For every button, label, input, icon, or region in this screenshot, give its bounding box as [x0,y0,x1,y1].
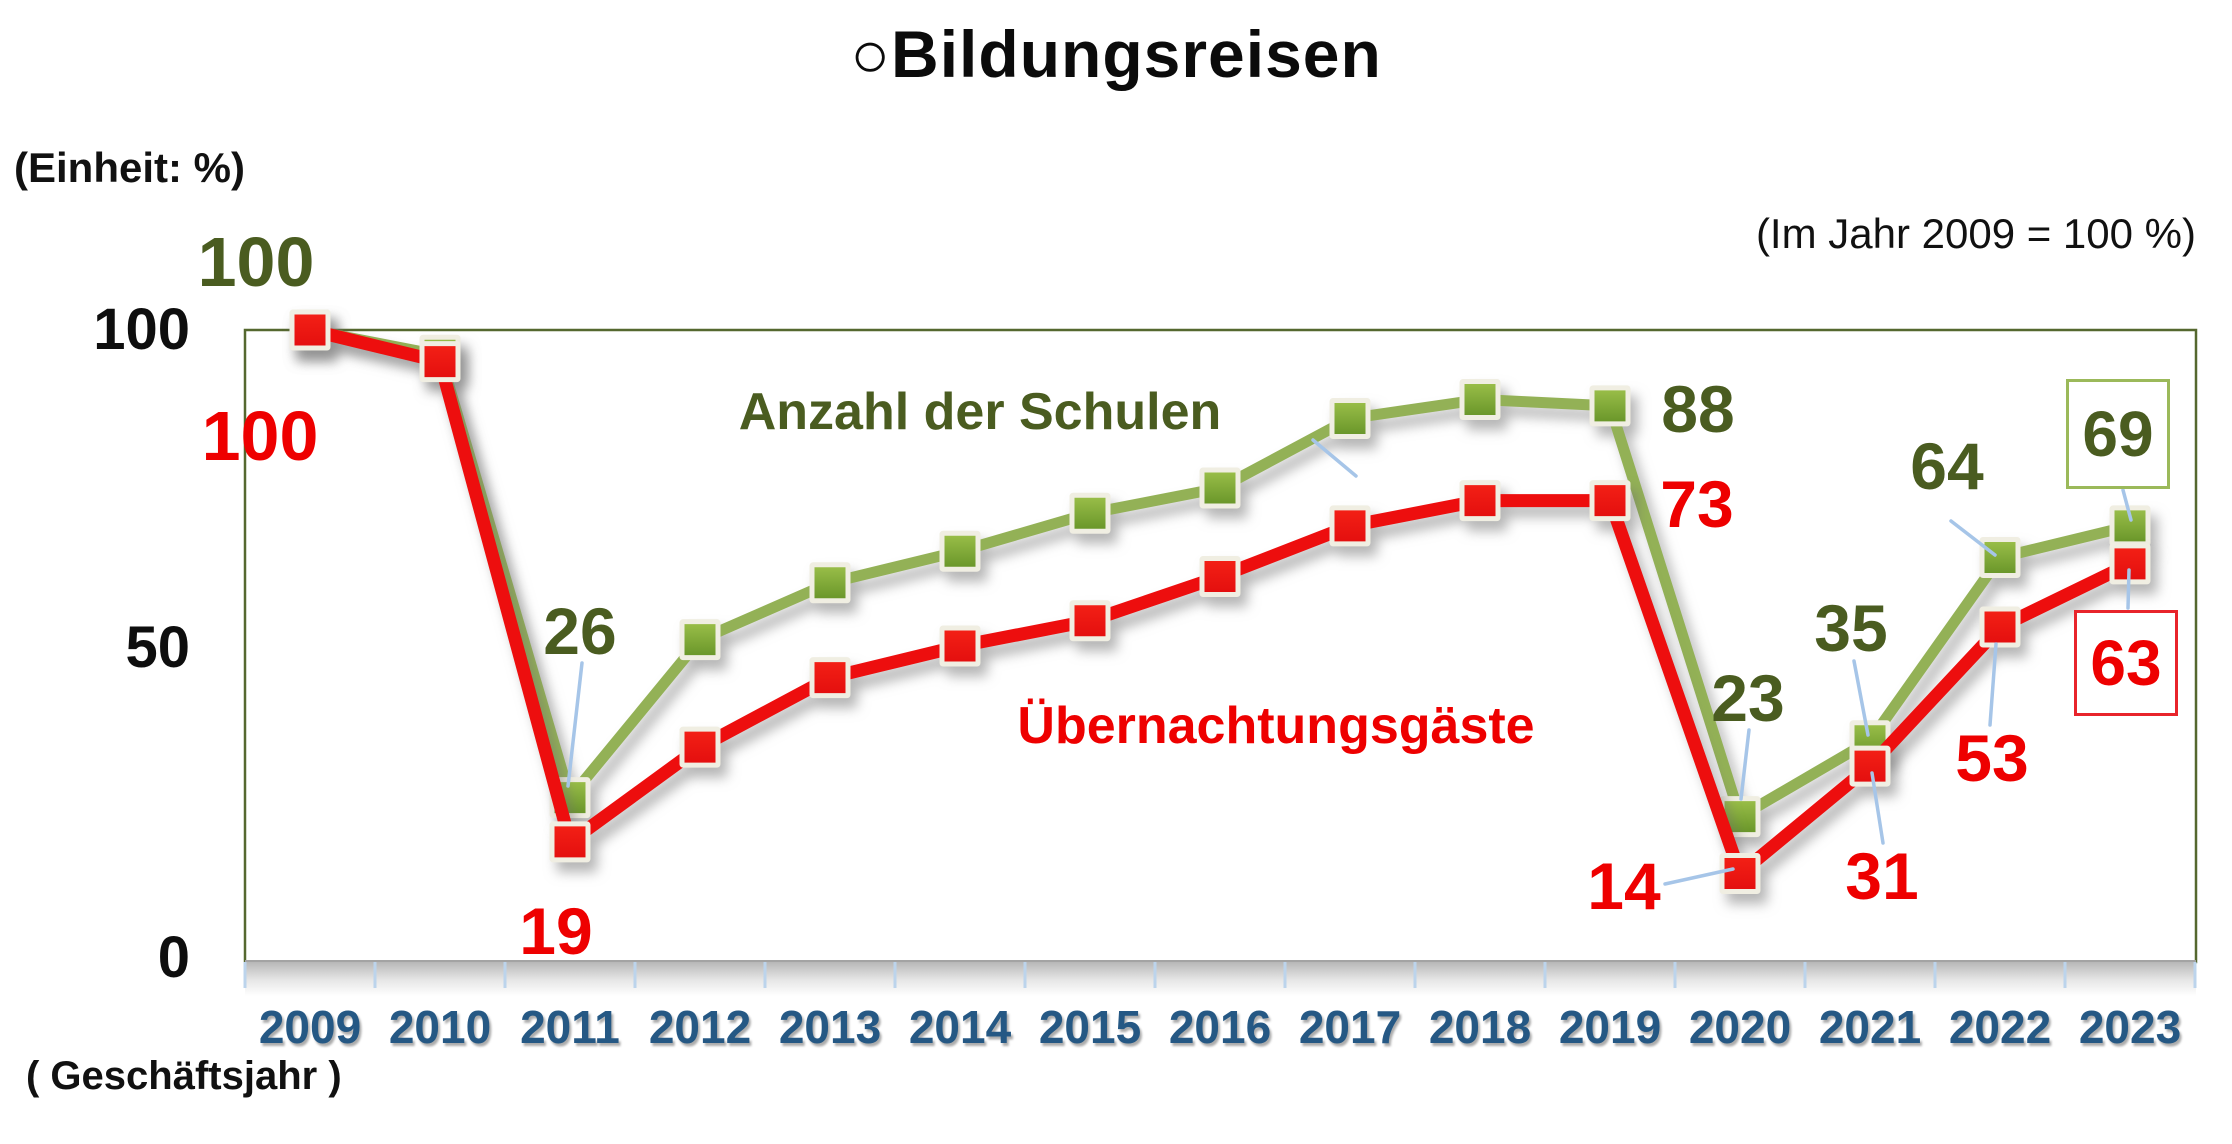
year-label-2012: 2012 [648,1001,752,1053]
point-label-schulen-2019: 88 [1661,372,1735,446]
marker-gaeste-2014 [939,625,981,667]
marker-gaeste-2017 [1329,505,1371,547]
year-label-2023: 2023 [2078,1001,2182,1053]
unit-note: (Einheit: %) [14,144,245,191]
marker-schulen-2013 [809,562,851,604]
leader-line [1311,438,1358,478]
marker-gaeste-2020 [1719,853,1761,895]
point-label-gaeste-2020: 14 [1587,849,1661,923]
leader-line [2121,488,2133,522]
leader-line [1663,867,1735,886]
marker-gaeste-2009 [289,309,331,351]
year-label-2017: 2017 [1298,1001,1402,1053]
year-label-2014: 2014 [908,1001,1012,1053]
marker-gaeste-2011 [549,821,591,863]
point-label-schulen-2023: 69 [2066,379,2170,489]
marker-schulen-2012 [679,619,721,661]
series-gaeste [289,309,2151,895]
point-label-gaeste-2019: 73 [1660,467,1734,541]
point-label-schulen-2022: 64 [1910,429,1984,503]
year-label-2020: 2020 [1688,1001,1792,1053]
year-label-2022: 2022 [1948,1001,2052,1053]
x-axis-strip [245,960,2196,996]
leader-line [1852,659,1870,737]
marker-gaeste-2016 [1199,555,1241,597]
marker-gaeste-2010 [419,341,461,383]
marker-schulen-2014 [939,530,981,572]
point-label-schulen-2009: 100 [197,223,315,301]
y-tick-50: 50 [125,615,190,680]
series-label-gaeste: Übernachtungsgäste [1017,697,1535,755]
marker-gaeste-2012 [679,726,721,768]
point-label-gaeste-2022: 53 [1955,721,2029,795]
series-label-schulen: Anzahl der Schulen [738,383,1222,441]
year-label-2021: 2021 [1818,1001,1922,1053]
marker-gaeste-2018 [1459,480,1501,522]
year-label-2013: 2013 [778,1001,882,1053]
point-label-gaeste-2023: 63 [2074,610,2178,716]
year-label-2009: 2009 [258,1001,362,1053]
year-label-2011: 2011 [520,1001,620,1053]
marker-schulen-2015 [1069,492,1111,534]
leader-line [1870,771,1885,845]
marker-gaeste-2021 [1849,745,1891,787]
leader-line [2126,568,2131,610]
point-label-schulen-2011: 26 [543,594,617,668]
marker-gaeste-2015 [1069,600,1111,642]
marker-gaeste-2019 [1589,480,1631,522]
marker-schulen-2017 [1329,397,1371,439]
y-tick-0: 0 [157,925,190,990]
marker-gaeste-2022 [1979,606,2021,648]
index-base-note: (Im Jahr 2009 = 100 %) [1755,210,2196,257]
leader-line [566,661,584,788]
year-label-2016: 2016 [1168,1001,1272,1053]
leader-line [1949,519,1997,557]
point-value: 69 [2082,398,2154,470]
year-label-2015: 2015 [1038,1001,1142,1053]
marker-gaeste-2013 [809,657,851,699]
leader-line [1988,642,1998,727]
marker-schulen-2018 [1459,379,1501,421]
year-label-2010: 2010 [388,1001,492,1053]
marker-schulen-2019 [1589,385,1631,427]
chart-title: ○Bildungsreisen [850,17,1382,91]
y-tick-100: 100 [93,297,190,362]
year-label-2019: 2019 [1558,1001,1662,1053]
marker-schulen-2022 [1979,537,2021,579]
x-axis-note: ( Geschäftsjahr ) [26,1054,342,1098]
point-label-gaeste-2009: 100 [201,397,319,475]
leader-line [1739,728,1751,801]
point-value: 63 [2090,627,2162,699]
point-label-gaeste-2021: 31 [1845,839,1919,913]
point-label-gaeste-2011: 19 [519,894,593,968]
point-label-schulen-2020: 23 [1711,661,1785,735]
point-label-schulen-2021: 35 [1814,591,1888,665]
marker-schulen-2016 [1199,467,1241,509]
year-label-2018: 2018 [1428,1001,1532,1053]
